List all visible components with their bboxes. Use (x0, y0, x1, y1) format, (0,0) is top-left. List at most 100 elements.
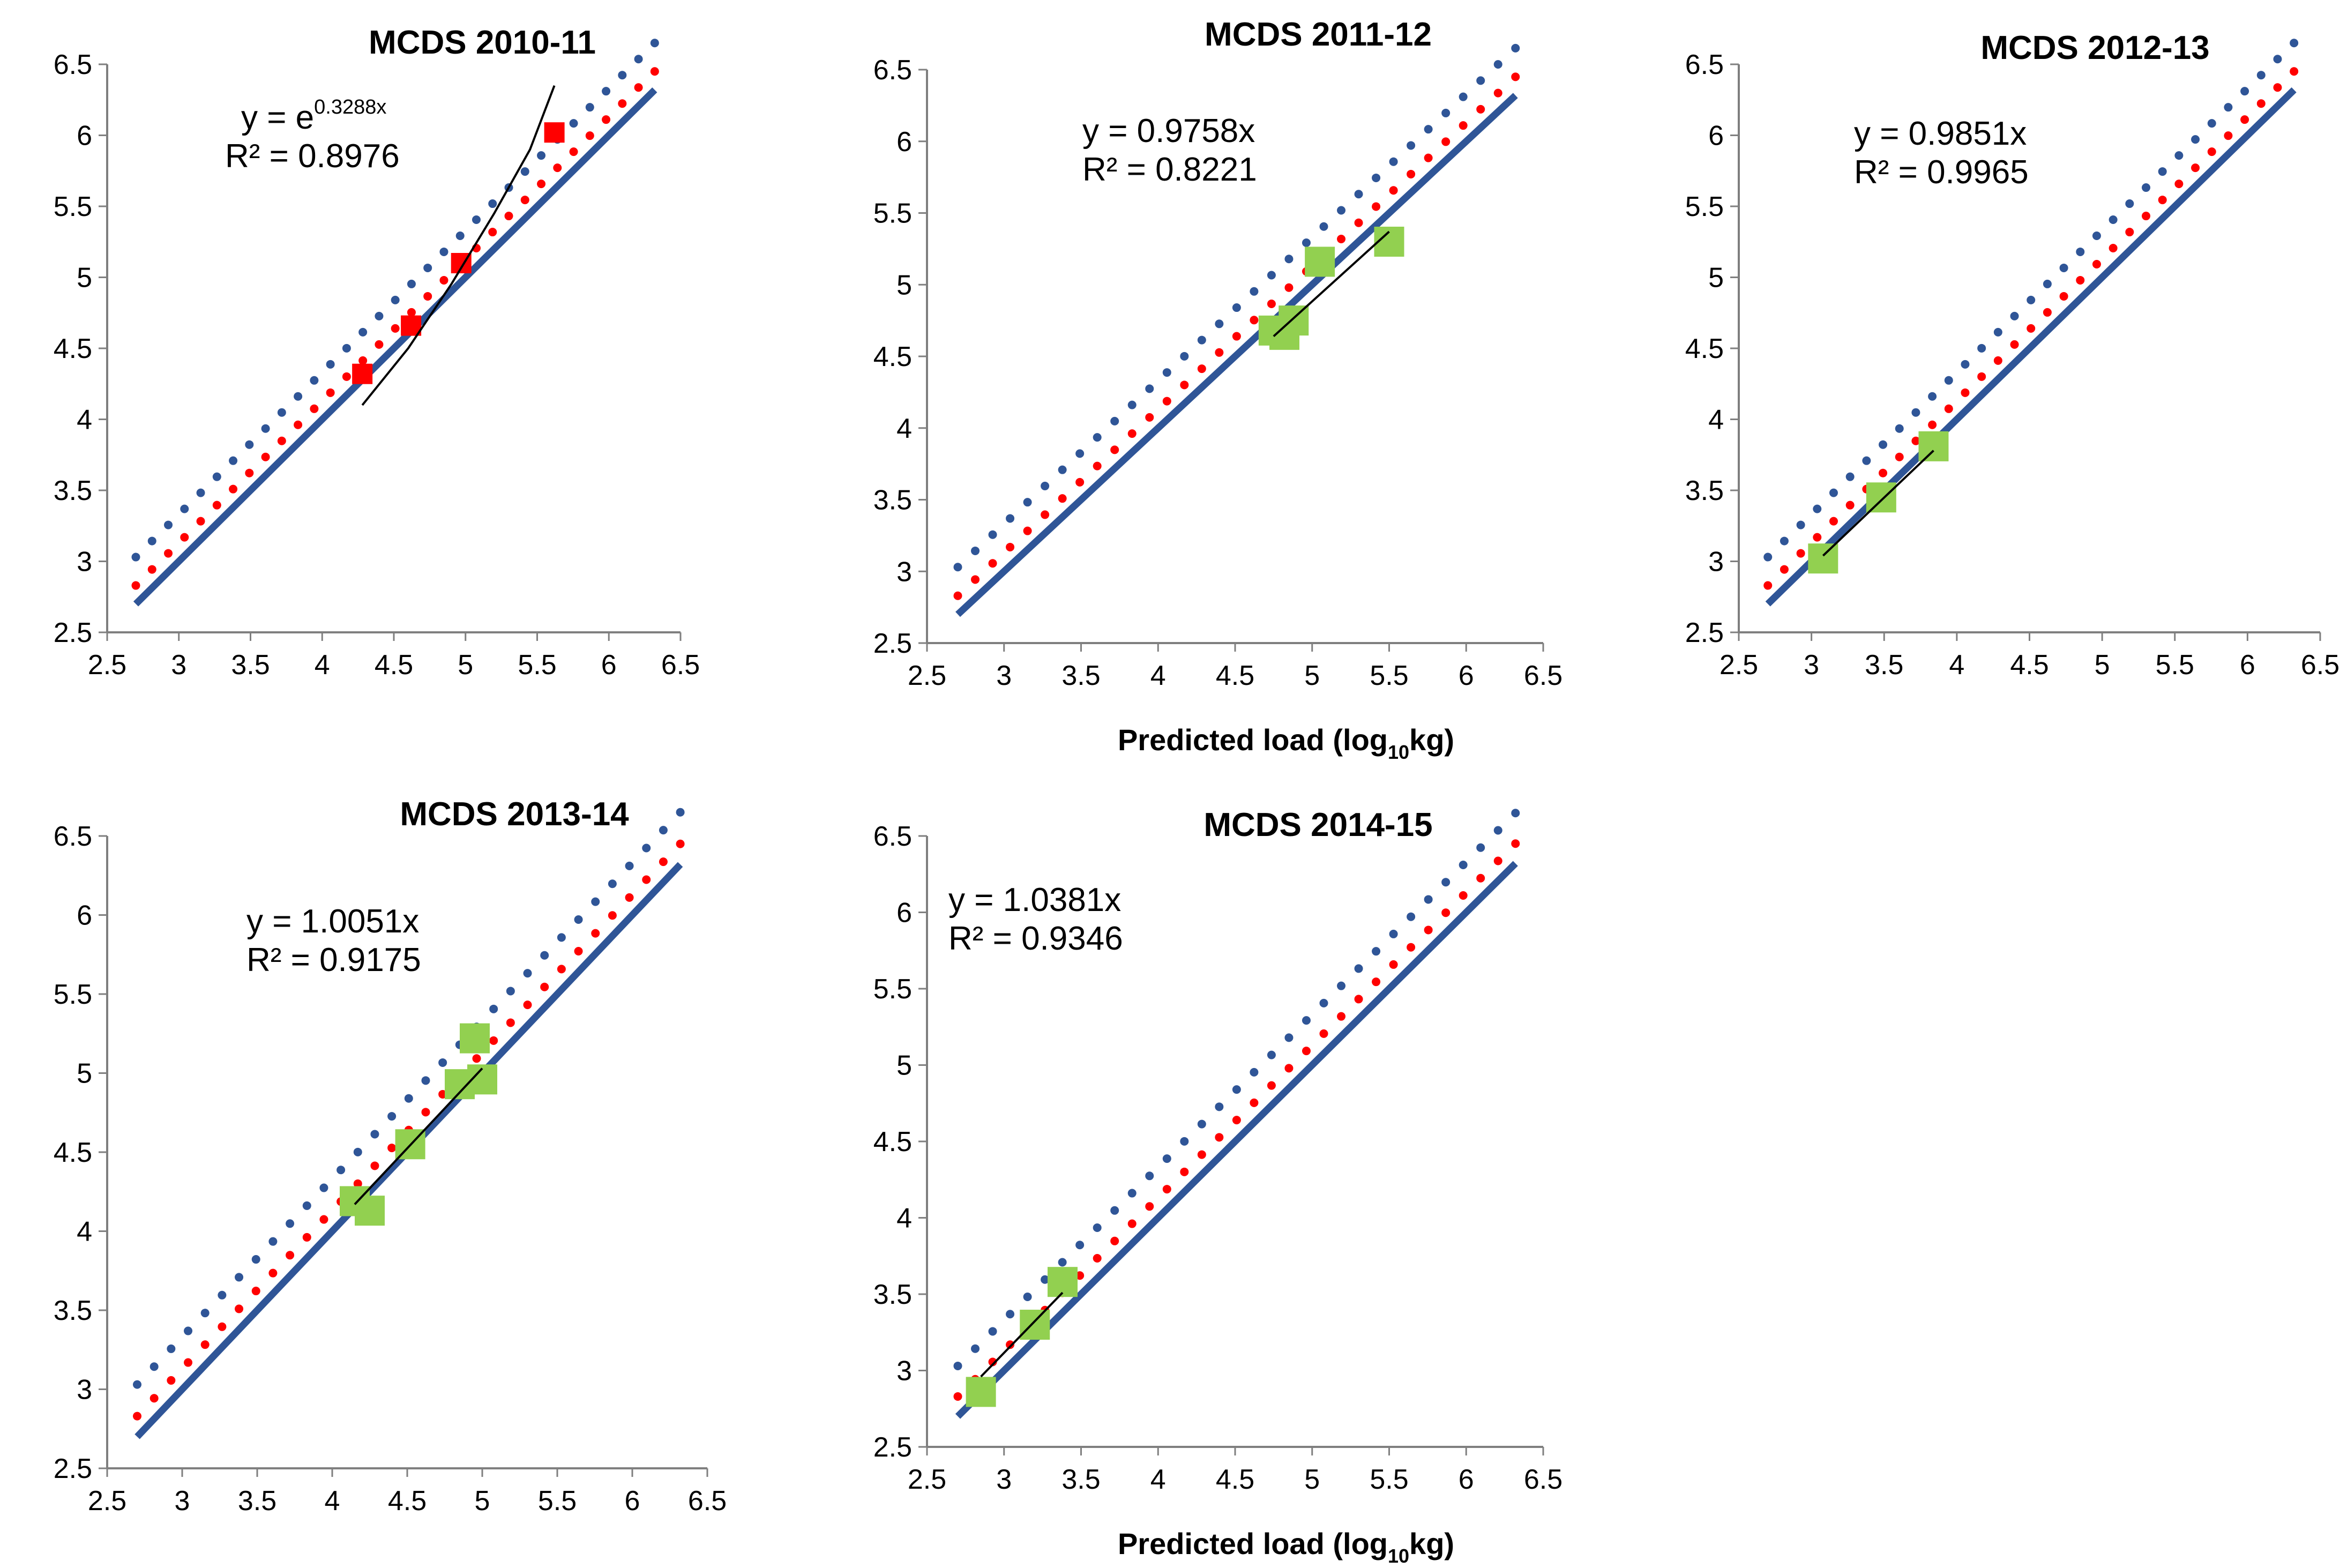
r-squared: R² = 0.8976 (225, 138, 400, 175)
data-point (352, 363, 373, 384)
one-to-one-line (1765, 87, 2297, 607)
blue-dotted-line-dot (1006, 514, 1015, 523)
blue-dotted-line-dot (1389, 929, 1398, 938)
blue-dotted-line-dot (1354, 190, 1363, 199)
y-tick-label: 6 (896, 126, 912, 158)
red-dotted-line-dot (2142, 212, 2151, 221)
blue-dotted-line-dot (1267, 271, 1276, 280)
red-dotted-line-dot (164, 549, 173, 558)
chart-title: MCDS 2014-15 (1203, 807, 1432, 843)
blue-dotted-line-dot (455, 231, 465, 240)
blue-dotted-line-dot (1093, 433, 1102, 442)
red-dotted-line-dot (1110, 445, 1119, 454)
y-tick-label: 5 (896, 1050, 912, 1081)
blue-dotted-line-dot (147, 536, 156, 546)
blue-dotted-line-dot (212, 472, 221, 481)
x-tick-label: 4 (325, 1485, 340, 1517)
x-tick-label: 5 (458, 649, 473, 681)
red-dotted-line-dot (1354, 218, 1363, 227)
red-dotted-line-dot (1006, 1340, 1015, 1349)
x-tick-label: 2.5 (908, 660, 946, 691)
red-dotted-line-dot (1441, 908, 1451, 917)
chart-panel-5: 2.5 3 3.5 4 4.5 5 5.5 6 6.5 2.5 3 3.5 4 4.5 5 5.5 6 6.5 MC… (873, 807, 1563, 1567)
blue-dotted-line-dot (261, 424, 270, 433)
blue-dotted-line-dot (1110, 1206, 1119, 1215)
red-dotted-line-dot (1023, 526, 1032, 535)
x-tick-label: 3.5 (1865, 649, 1903, 681)
blue-dotted-line-dot (618, 71, 627, 80)
blue-dotted-line-dot (1424, 895, 1433, 904)
blue-dotted-line-dot (1145, 384, 1154, 393)
x-tick-label: 3 (171, 649, 186, 681)
blue-dotted-line-dot (200, 1309, 210, 1318)
x-tick-label: 5.5 (1370, 1464, 1408, 1495)
y-tick-label: 3.5 (54, 1295, 92, 1326)
x-tick-label: 4.5 (388, 1485, 427, 1517)
red-dotted-line-dot (1977, 372, 1986, 381)
red-dotted-line-dot (2273, 83, 2282, 92)
x-tick-label: 6 (2240, 649, 2255, 681)
red-dotted-line-dot (2256, 99, 2266, 108)
red-dotted-line-dot (1389, 960, 1398, 969)
red-dotted-line-dot (1197, 364, 1206, 374)
trendline (1822, 450, 1934, 557)
blue-dotted-line-dot (634, 55, 643, 64)
red-dotted-line-dot (2191, 163, 2200, 173)
red-dotted-line-dot (1476, 104, 1485, 114)
x-axis-label-subscript: 10 (1388, 1545, 1409, 1567)
red-dotted-line-dot (423, 292, 432, 301)
red-dotted-line-dot (1993, 356, 2002, 365)
blue-dotted-line-dot (310, 376, 319, 385)
blue-dotted-line-dot (277, 408, 286, 417)
blue-dotted-line-dot (1197, 1119, 1206, 1129)
blue-dotted-line-dot (1977, 344, 1986, 353)
blue-dotted-line-dot (196, 488, 205, 497)
x-axis-label-unit: kg) (1409, 1527, 1454, 1560)
red-dotted-line-dot (659, 857, 668, 867)
blue-dotted-line-dot (1879, 440, 1888, 449)
blue-dotted-line-dot (1372, 173, 1381, 182)
x-tick-label: 3 (175, 1485, 190, 1517)
red-dotted-line-dot (676, 839, 685, 848)
x-tick-label: 3 (1804, 649, 1819, 681)
data-point (966, 1377, 996, 1407)
red-dotted-line-dot (988, 559, 997, 568)
red-dotted-line-dot (1284, 1064, 1294, 1073)
red-dotted-line-dot (1407, 169, 1416, 178)
blue-dotted-line-dot (2109, 215, 2118, 225)
red-dotted-line-dot (1511, 72, 1520, 81)
blue-dotted-line-dot (1961, 360, 1970, 369)
y-tick-label: 3 (77, 547, 92, 578)
blue-dotted-line-dot (180, 504, 189, 513)
trend-equation-base: y = 1.0381x (948, 882, 1121, 919)
chart-panel-4: 2.5 3 3.5 4 4.5 5 5.5 6 6.5 2.5 3 3.5 4 4.5 5 5.5 6 6.5 MC… (54, 796, 727, 1517)
blue-dotted-line-dot (2059, 263, 2068, 272)
red-dotted-line-dot (2125, 228, 2134, 237)
red-dotted-line-dot (251, 1287, 260, 1296)
red-dotted-line-dot (591, 929, 600, 938)
y-tick-label: 6.5 (873, 55, 912, 86)
blue-dotted-line-dot (1441, 878, 1451, 887)
blue-dotted-line-dot (1928, 392, 1937, 401)
red-dotted-line-dot (1845, 501, 1855, 510)
one-to-one-line (955, 93, 1518, 617)
red-dotted-line-dot (472, 1054, 481, 1063)
y-tick-label: 6.5 (54, 49, 92, 80)
red-dotted-line-dot (1180, 380, 1189, 390)
red-dotted-line-dot (1493, 88, 1502, 98)
red-dotted-line-dot (1162, 1185, 1171, 1194)
chart-panel-2: 2.5 3 3.5 4 4.5 5 5.5 6 6.5 2.5 3 3.5 4 4.5 5 5.5 6 6.5 MC… (873, 16, 1563, 763)
blue-dotted-line-dot (2273, 55, 2282, 64)
red-dotted-line-dot (353, 1179, 362, 1188)
blue-dotted-line-dot (2191, 135, 2200, 144)
blue-dotted-line-dot (2174, 151, 2184, 160)
red-dotted-line-dot (1215, 1133, 1224, 1142)
blue-dotted-line-dot (1813, 504, 1822, 513)
red-dotted-line-dot (421, 1108, 430, 1117)
chart-title: MCDS 2010-11 (369, 24, 596, 61)
blue-dotted-line-dot (506, 987, 515, 996)
trend-equation: y = 1.0381x (948, 882, 1121, 919)
blue-dotted-line-dot (1041, 1275, 1050, 1284)
x-tick-label: 6.5 (1524, 660, 1563, 691)
red-dotted-line-dot (358, 356, 368, 365)
